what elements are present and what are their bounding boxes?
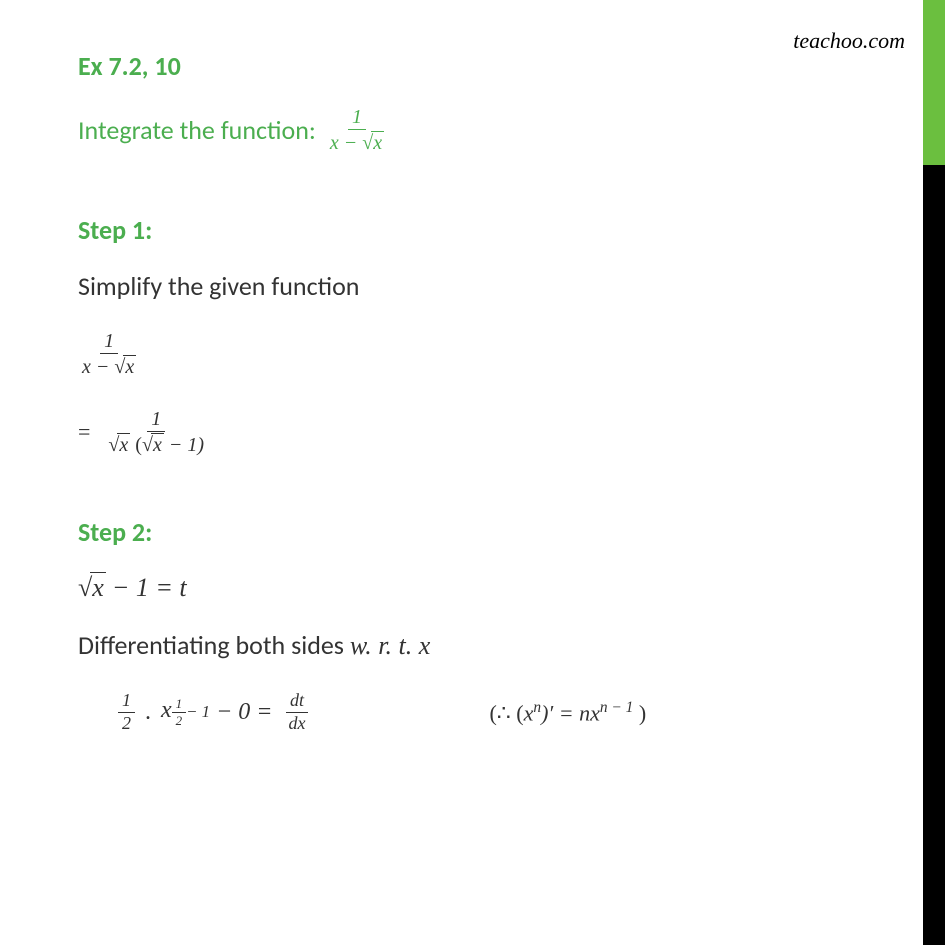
integrate-label: Integrate the function: [78, 114, 316, 146]
side-accent-bar [923, 0, 945, 945]
derivative-expr: 1 2 . x 1 2 − 1 − 0 = dt dx [118, 691, 309, 734]
substitution-line: √x − 1 = t [78, 572, 885, 603]
power-rule-note: (∴ (xn)′ = nxn − 1 ) [489, 699, 646, 726]
watermark: teachoo.com [793, 28, 905, 54]
exercise-title: Ex 7.2, 10 [78, 50, 885, 82]
final-row: 1 2 . x 1 2 − 1 − 0 = dt dx (∴ (xn)′ = n… [78, 691, 885, 734]
side-bar-green [923, 0, 945, 165]
integrate-prompt: Integrate the function: 1 x − √x [78, 106, 885, 154]
sqrt: √x [362, 131, 384, 154]
step2-title: Step 2: [78, 516, 885, 548]
step1-expr1: 1 x − √x [78, 330, 885, 378]
frac-num: 1 [348, 106, 366, 130]
page-content: Ex 7.2, 10 Integrate the function: 1 x −… [0, 0, 945, 734]
diff-text: Differentiating both sides w. r. t. x [78, 629, 885, 661]
side-bar-black [923, 165, 945, 945]
step1-expr2: = 1 √x (√x − 1) [78, 408, 885, 456]
step1-text: Simplify the given function [78, 270, 885, 302]
prompt-fraction: 1 x − √x [326, 106, 388, 154]
step1-title: Step 1: [78, 214, 885, 246]
frac-den: x − √x [326, 130, 388, 154]
